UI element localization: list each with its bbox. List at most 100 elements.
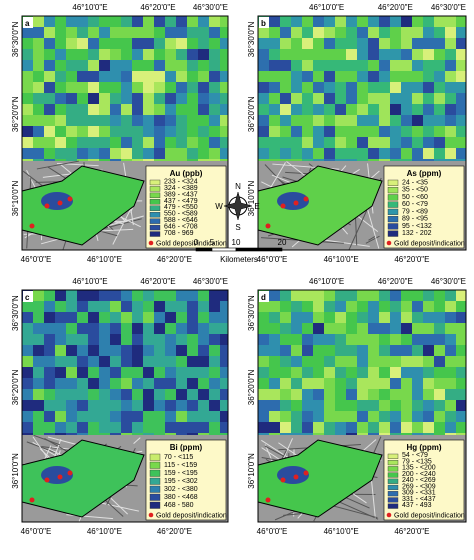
map-cell (456, 148, 466, 159)
map-cell (88, 38, 99, 49)
map-cell (445, 378, 456, 389)
map-cell (22, 422, 33, 433)
legend-swatch (388, 454, 398, 459)
map-cell (401, 115, 412, 126)
map-cell (220, 345, 228, 356)
map-cell (379, 115, 390, 126)
map-cell (456, 301, 466, 312)
map-cell (269, 411, 280, 422)
map-cell (99, 301, 110, 312)
map-cell (187, 93, 198, 104)
map-cell (121, 323, 132, 334)
map-cell (313, 49, 324, 60)
map-cell (368, 38, 379, 49)
map-cell (198, 290, 209, 301)
map-cell (132, 433, 143, 435)
map-cell (99, 38, 110, 49)
map-cell (368, 115, 379, 126)
map-cell (313, 82, 324, 93)
legend-swatch (150, 470, 160, 477)
map-cell (346, 71, 357, 82)
map-cell (165, 400, 176, 411)
map-cell (445, 137, 456, 148)
map-cell (99, 126, 110, 137)
map-cell (368, 323, 379, 334)
map-cell (88, 312, 99, 323)
map-cell (423, 16, 434, 27)
map-cell (187, 60, 198, 71)
map-cell (401, 16, 412, 27)
map-cell (401, 433, 412, 435)
map-cell (324, 422, 335, 433)
map-cell (220, 49, 228, 60)
lat-label: 36°20'0"N (11, 96, 20, 132)
map-cell (99, 389, 110, 400)
map-cell (346, 16, 357, 27)
map-cell (423, 38, 434, 49)
map-cell (379, 60, 390, 71)
map-cell (302, 38, 313, 49)
map-cell (209, 49, 220, 60)
map-cell (368, 411, 379, 422)
map-cell (412, 422, 423, 433)
map-cell (390, 345, 401, 356)
map-cell (412, 290, 423, 301)
map-cell (445, 356, 456, 367)
legend-swatch (388, 504, 398, 509)
map-cell (456, 334, 466, 345)
map-cell (99, 356, 110, 367)
map-cell (324, 159, 335, 161)
map-cell (165, 104, 176, 115)
map-cell (280, 433, 291, 435)
map-cell (77, 367, 88, 378)
map-cell (412, 433, 423, 435)
map-cell (269, 49, 280, 60)
gold-site (294, 475, 299, 480)
map-cell (379, 356, 390, 367)
legend-swatch (150, 494, 160, 501)
map-cell (368, 159, 379, 161)
panel-letter: b (261, 19, 266, 28)
map-cell (445, 104, 456, 115)
map-cell (55, 290, 66, 301)
map-cell (412, 71, 423, 82)
map-cell (423, 49, 434, 60)
map-cell (198, 301, 209, 312)
lon-top: 46°30'0"E (193, 277, 228, 286)
legend-label: 302 - <380 (164, 486, 198, 493)
map-cell (66, 411, 77, 422)
map-cell (66, 301, 77, 312)
map-cell (55, 301, 66, 312)
map-cell (209, 312, 220, 323)
map-cell (44, 159, 55, 161)
map-cell (66, 82, 77, 93)
lon-bottom: 46°0'0"E (257, 527, 288, 536)
map-cell (258, 378, 269, 389)
map-cell (154, 290, 165, 301)
legend-gold (149, 241, 154, 246)
map-cell (434, 367, 445, 378)
map-cell (132, 367, 143, 378)
map-cell (143, 115, 154, 126)
map-cell (434, 49, 445, 60)
lon-top: 46°20'0"E (378, 3, 413, 12)
map-cell (44, 93, 55, 104)
map-cell (357, 312, 368, 323)
map-cell (302, 148, 313, 159)
map-cell (412, 93, 423, 104)
map-cell (77, 433, 88, 435)
map-cell (209, 38, 220, 49)
map-cell (357, 411, 368, 422)
map-cell (165, 159, 176, 161)
map-cell (313, 93, 324, 104)
map-cell (390, 16, 401, 27)
map-cell (412, 334, 423, 345)
map-cell (335, 301, 346, 312)
map-cell (33, 389, 44, 400)
gold-site (294, 201, 299, 206)
legend-swatch (388, 460, 398, 465)
map-cell (209, 323, 220, 334)
map-cell (324, 93, 335, 104)
map-cell (77, 38, 88, 49)
